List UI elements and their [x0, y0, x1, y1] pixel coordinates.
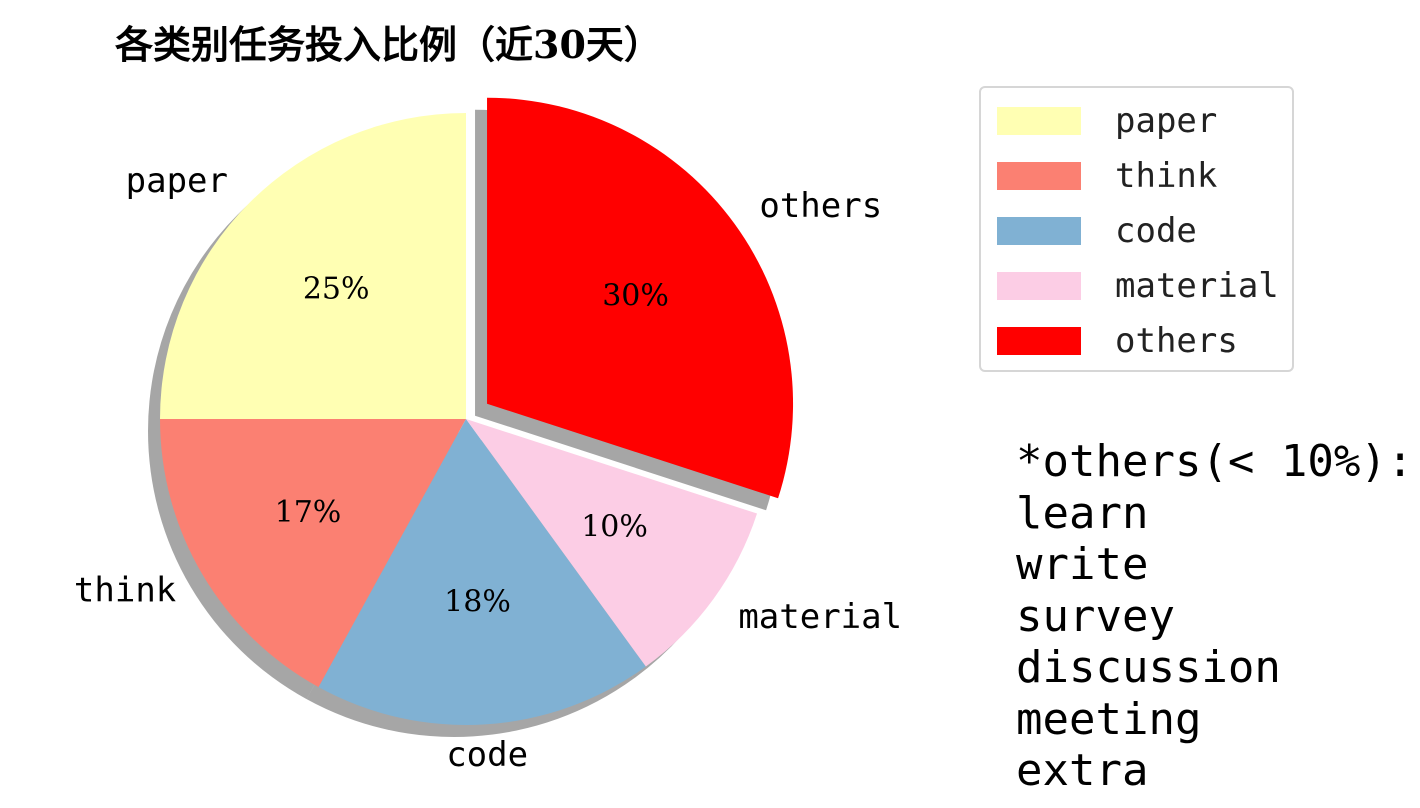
- legend-swatch: [997, 217, 1081, 245]
- legend-item-paper: paper: [997, 101, 1218, 141]
- others-note-heading: *others(< 10%):: [1016, 436, 1414, 487]
- legend-item-others: others: [997, 321, 1238, 361]
- others-note-item: survey: [1016, 590, 1175, 642]
- legend-swatch: [997, 327, 1081, 355]
- others-note: *others(< 10%): learn write survey discu…: [1016, 436, 1413, 797]
- others-note-item: learn: [1016, 487, 1149, 539]
- pie-category-label: code: [446, 735, 528, 775]
- legend-label: material: [1115, 266, 1279, 306]
- pie-category-label: think: [74, 570, 176, 610]
- others-note-item: discussion: [1016, 642, 1281, 693]
- legend-swatch: [997, 272, 1081, 300]
- pie-slice-think: [160, 419, 466, 688]
- legend: paper think code material others: [979, 86, 1294, 372]
- pie-percent-label: 30%: [602, 278, 669, 313]
- pie-slice-paper: [160, 113, 466, 419]
- legend-label: others: [1115, 321, 1238, 361]
- pie-category-label: others: [759, 186, 882, 226]
- pie-slice-material: [466, 419, 758, 667]
- legend-swatch: [997, 107, 1081, 135]
- others-note-item: write: [1016, 539, 1149, 590]
- pie-percent-label: 10%: [581, 509, 648, 544]
- others-note-item: meeting: [1016, 693, 1202, 745]
- pie-labels: 25% paper 17% think 18% code 10% material 30% oth…: [74, 161, 902, 775]
- pie-percent-label: 18%: [444, 585, 511, 620]
- chart-title: 各类别任务投入比例（近30天）: [115, 22, 662, 67]
- pie-category-label: material: [738, 597, 902, 637]
- legend-item-code: code: [997, 211, 1197, 251]
- pie-category-label: paper: [126, 161, 228, 201]
- legend-label: paper: [1115, 101, 1218, 141]
- pie-slice-code: [318, 419, 646, 726]
- legend-item-material: material: [997, 266, 1279, 306]
- legend-label: code: [1115, 211, 1197, 251]
- pie-slice-others: [487, 97, 794, 499]
- legend-item-think: think: [997, 156, 1218, 196]
- pie-slices: [160, 97, 794, 726]
- legend-swatch: [997, 162, 1081, 190]
- pie-percent-label: 17%: [275, 495, 342, 530]
- pie-percent-label: 25%: [303, 272, 370, 307]
- legend-label: think: [1115, 156, 1218, 196]
- others-note-item: extra: [1016, 745, 1149, 796]
